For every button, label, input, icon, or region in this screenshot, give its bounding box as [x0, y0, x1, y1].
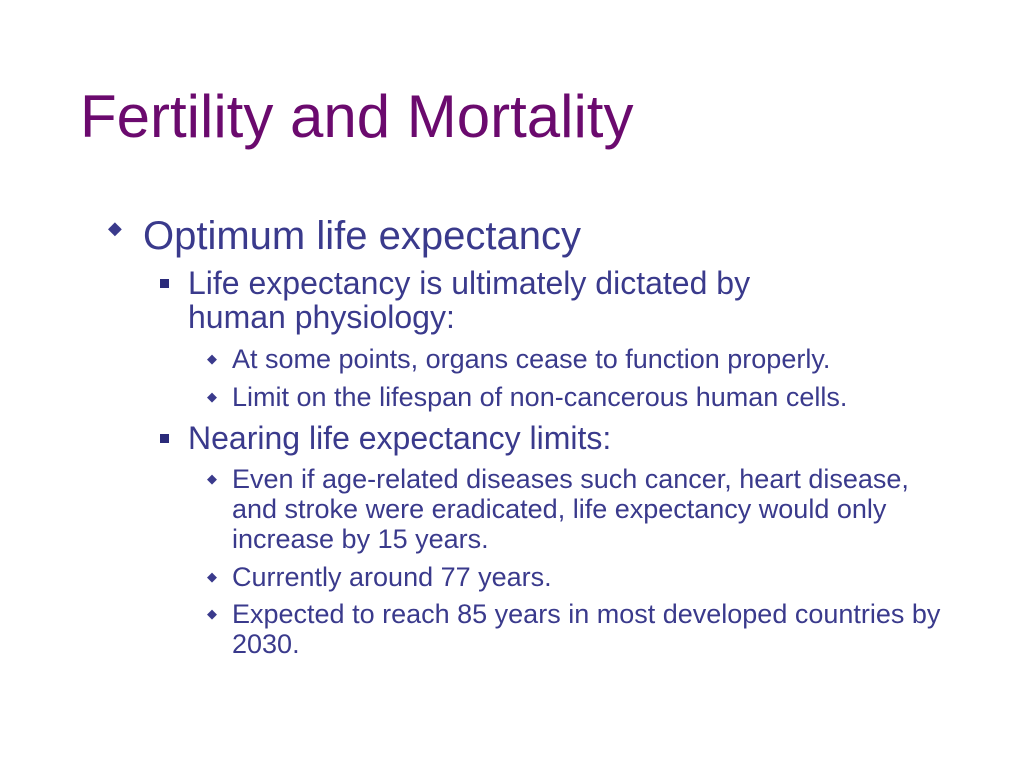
- sub-sub-bullet-text: At some points, organs cease to function…: [232, 344, 831, 374]
- sub-sub-bullet-item: ◆ Even if age-related diseases such canc…: [207, 464, 942, 554]
- diamond-icon: ◆: [207, 569, 217, 584]
- diamond-icon: ◆: [207, 389, 217, 404]
- diamond-icon: ◆: [108, 218, 122, 238]
- sub-sub-bullet-item: ◆ Limit on the lifespan of non-cancerous…: [207, 382, 942, 412]
- sub-sub-bullet-item: ◆ Currently around 77 years.: [207, 562, 942, 592]
- slide-title: Fertility and Mortality: [80, 83, 634, 150]
- sub-sub-bullet-text: Expected to reach 85 years in most devel…: [232, 599, 941, 659]
- bullet-item: ◆ Optimum life expectancy: [108, 214, 581, 258]
- sub-sub-bullet-item: ◆ At some points, organs cease to functi…: [207, 344, 942, 374]
- sub-bullet-item: Life expectancy is ultimately dictated b…: [158, 266, 848, 334]
- sub-sub-bullet-item: ◆ Expected to reach 85 years in most dev…: [207, 599, 942, 659]
- sub-bullet-item: Nearing life expectancy limits:: [158, 421, 848, 455]
- diamond-icon: ◆: [207, 351, 217, 366]
- sub-sub-bullet-text: Currently around 77 years.: [232, 562, 552, 592]
- sub-sub-bullet-text: Limit on the lifespan of non-cancerous h…: [232, 382, 848, 412]
- diamond-icon: ◆: [207, 471, 217, 486]
- sub-sub-bullet-text: Even if age-related diseases such cancer…: [232, 464, 909, 554]
- bullet-text: Optimum life expectancy: [143, 214, 581, 258]
- sub-bullet-text: Nearing life expectancy limits:: [188, 420, 612, 456]
- sub-bullet-text: Life expectancy is ultimately dictated b…: [188, 265, 751, 335]
- diamond-icon: ◆: [207, 606, 217, 621]
